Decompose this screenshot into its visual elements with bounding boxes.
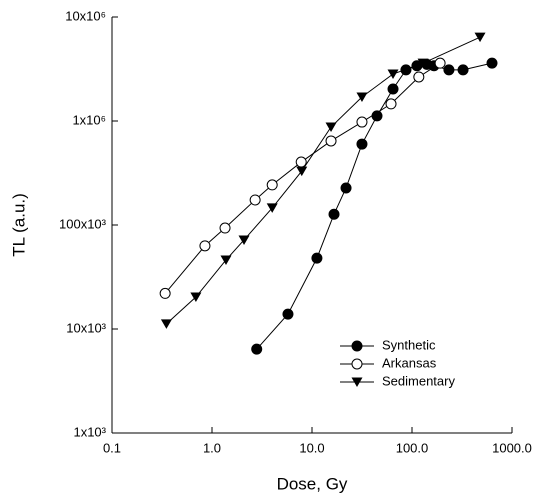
- series-line: [256, 62, 493, 350]
- data-point: [199, 240, 211, 252]
- y-tick-label: 1x10⁶: [72, 112, 106, 127]
- data-point: [219, 222, 231, 234]
- x-tick-label: 100.0: [396, 440, 429, 455]
- series-line: [164, 62, 441, 294]
- legend-marker: [351, 358, 363, 370]
- data-point: [295, 156, 307, 168]
- y-tick-label: 1x10³: [73, 424, 106, 439]
- y-axis-label: TL (a.u.): [9, 193, 28, 257]
- data-point: [474, 32, 486, 43]
- x-tick-label: 1000.0: [492, 440, 532, 455]
- data-point: [266, 179, 278, 191]
- data-point: [457, 64, 469, 76]
- data-point: [296, 166, 308, 177]
- data-point: [251, 343, 263, 355]
- legend-label: Sedimentary: [382, 373, 455, 388]
- data-point: [356, 138, 368, 150]
- data-point: [443, 64, 455, 76]
- legend-label: Arkansas: [382, 355, 437, 370]
- data-point: [249, 194, 261, 206]
- y-tick-label: 100x10³: [59, 216, 107, 231]
- data-point: [413, 71, 425, 83]
- data-point: [356, 92, 368, 103]
- y-tick-label: 10x10³: [66, 320, 106, 335]
- x-tick-label: 10.0: [299, 440, 324, 455]
- data-point: [356, 116, 368, 128]
- data-point: [160, 319, 172, 329]
- data-point: [159, 287, 171, 299]
- data-point: [190, 292, 202, 303]
- legend-marker: [351, 340, 363, 352]
- data-point: [486, 57, 498, 69]
- x-tick-label: 0.1: [103, 440, 121, 455]
- data-point: [325, 135, 337, 147]
- data-point: [325, 122, 337, 133]
- legend-marker: [351, 377, 363, 387]
- data-point: [238, 235, 250, 245]
- data-point: [282, 308, 294, 320]
- data-point: [385, 98, 397, 110]
- legend-label: Synthetic: [382, 337, 436, 352]
- series-line: [166, 36, 481, 325]
- x-tick-label: 1.0: [203, 440, 221, 455]
- data-point: [220, 255, 232, 265]
- data-point: [417, 58, 429, 69]
- data-point: [387, 83, 399, 95]
- data-point: [266, 203, 278, 213]
- data-point: [434, 57, 446, 69]
- data-point: [340, 182, 352, 194]
- data-point: [400, 64, 412, 76]
- data-point: [311, 252, 323, 264]
- x-axis-label: Dose, Gy: [277, 474, 348, 493]
- y-tick-label: 10x10⁶: [65, 8, 106, 23]
- data-point: [328, 208, 340, 220]
- data-point: [387, 69, 399, 80]
